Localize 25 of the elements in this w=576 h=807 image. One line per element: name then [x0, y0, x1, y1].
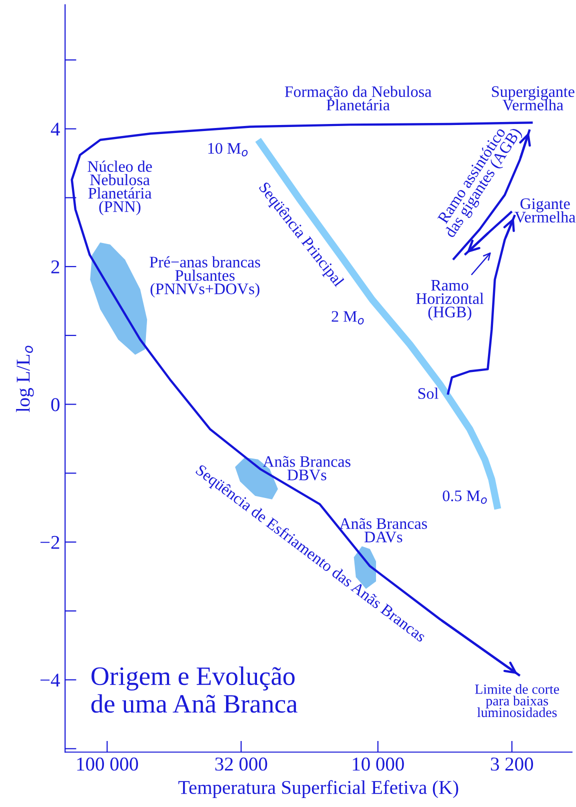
y-tick-label: 2	[51, 260, 60, 274]
annotation: Anãs Brancas DAVs	[339, 518, 427, 542]
y-tick-label: −4	[40, 674, 60, 687]
x-tick-label: 100 000	[77, 758, 138, 771]
y-axis-title: log L/L$_{o}$	[16, 346, 34, 412]
annotation: Anãs Brancas DBVs	[262, 456, 350, 480]
annotation: 10 M$_{o}$	[208, 142, 248, 156]
annotation: Formação da Nebulosa Planetária	[284, 86, 432, 110]
x-tick-label: 10 000	[352, 758, 404, 771]
annotation: 2 M$_{o}$	[332, 311, 364, 324]
y-tick-label: 4	[50, 122, 60, 136]
annotation: Pré−anas brancas Pulsantes (PNNVs+DOVs)	[150, 256, 260, 298]
x-axis-title: Temperatura Superficial Efetiva (K)	[178, 780, 458, 798]
annotation: Sol	[418, 388, 438, 399]
y-tick-label: 0	[51, 398, 60, 412]
annotation: Supergigante Vermelha	[492, 86, 574, 111]
annotation: Limite de corte para baixas luminosidades	[475, 684, 560, 718]
x-tick-label: 32 000	[215, 758, 268, 771]
annotation: 0.5 M$_{o}$	[442, 490, 487, 504]
annotation: Núcleo de Nebulosa Planetária (PNN)	[88, 160, 152, 216]
x-tick-label: 3 200	[490, 758, 534, 771]
y-tick-label: −2	[40, 536, 60, 549]
text: Origem e Evolução de uma Anã Branca	[91, 666, 298, 713]
annotation: Ramo Horizontal (HGB)	[416, 280, 484, 321]
annotation: Gigante Vermelha	[514, 198, 576, 223]
